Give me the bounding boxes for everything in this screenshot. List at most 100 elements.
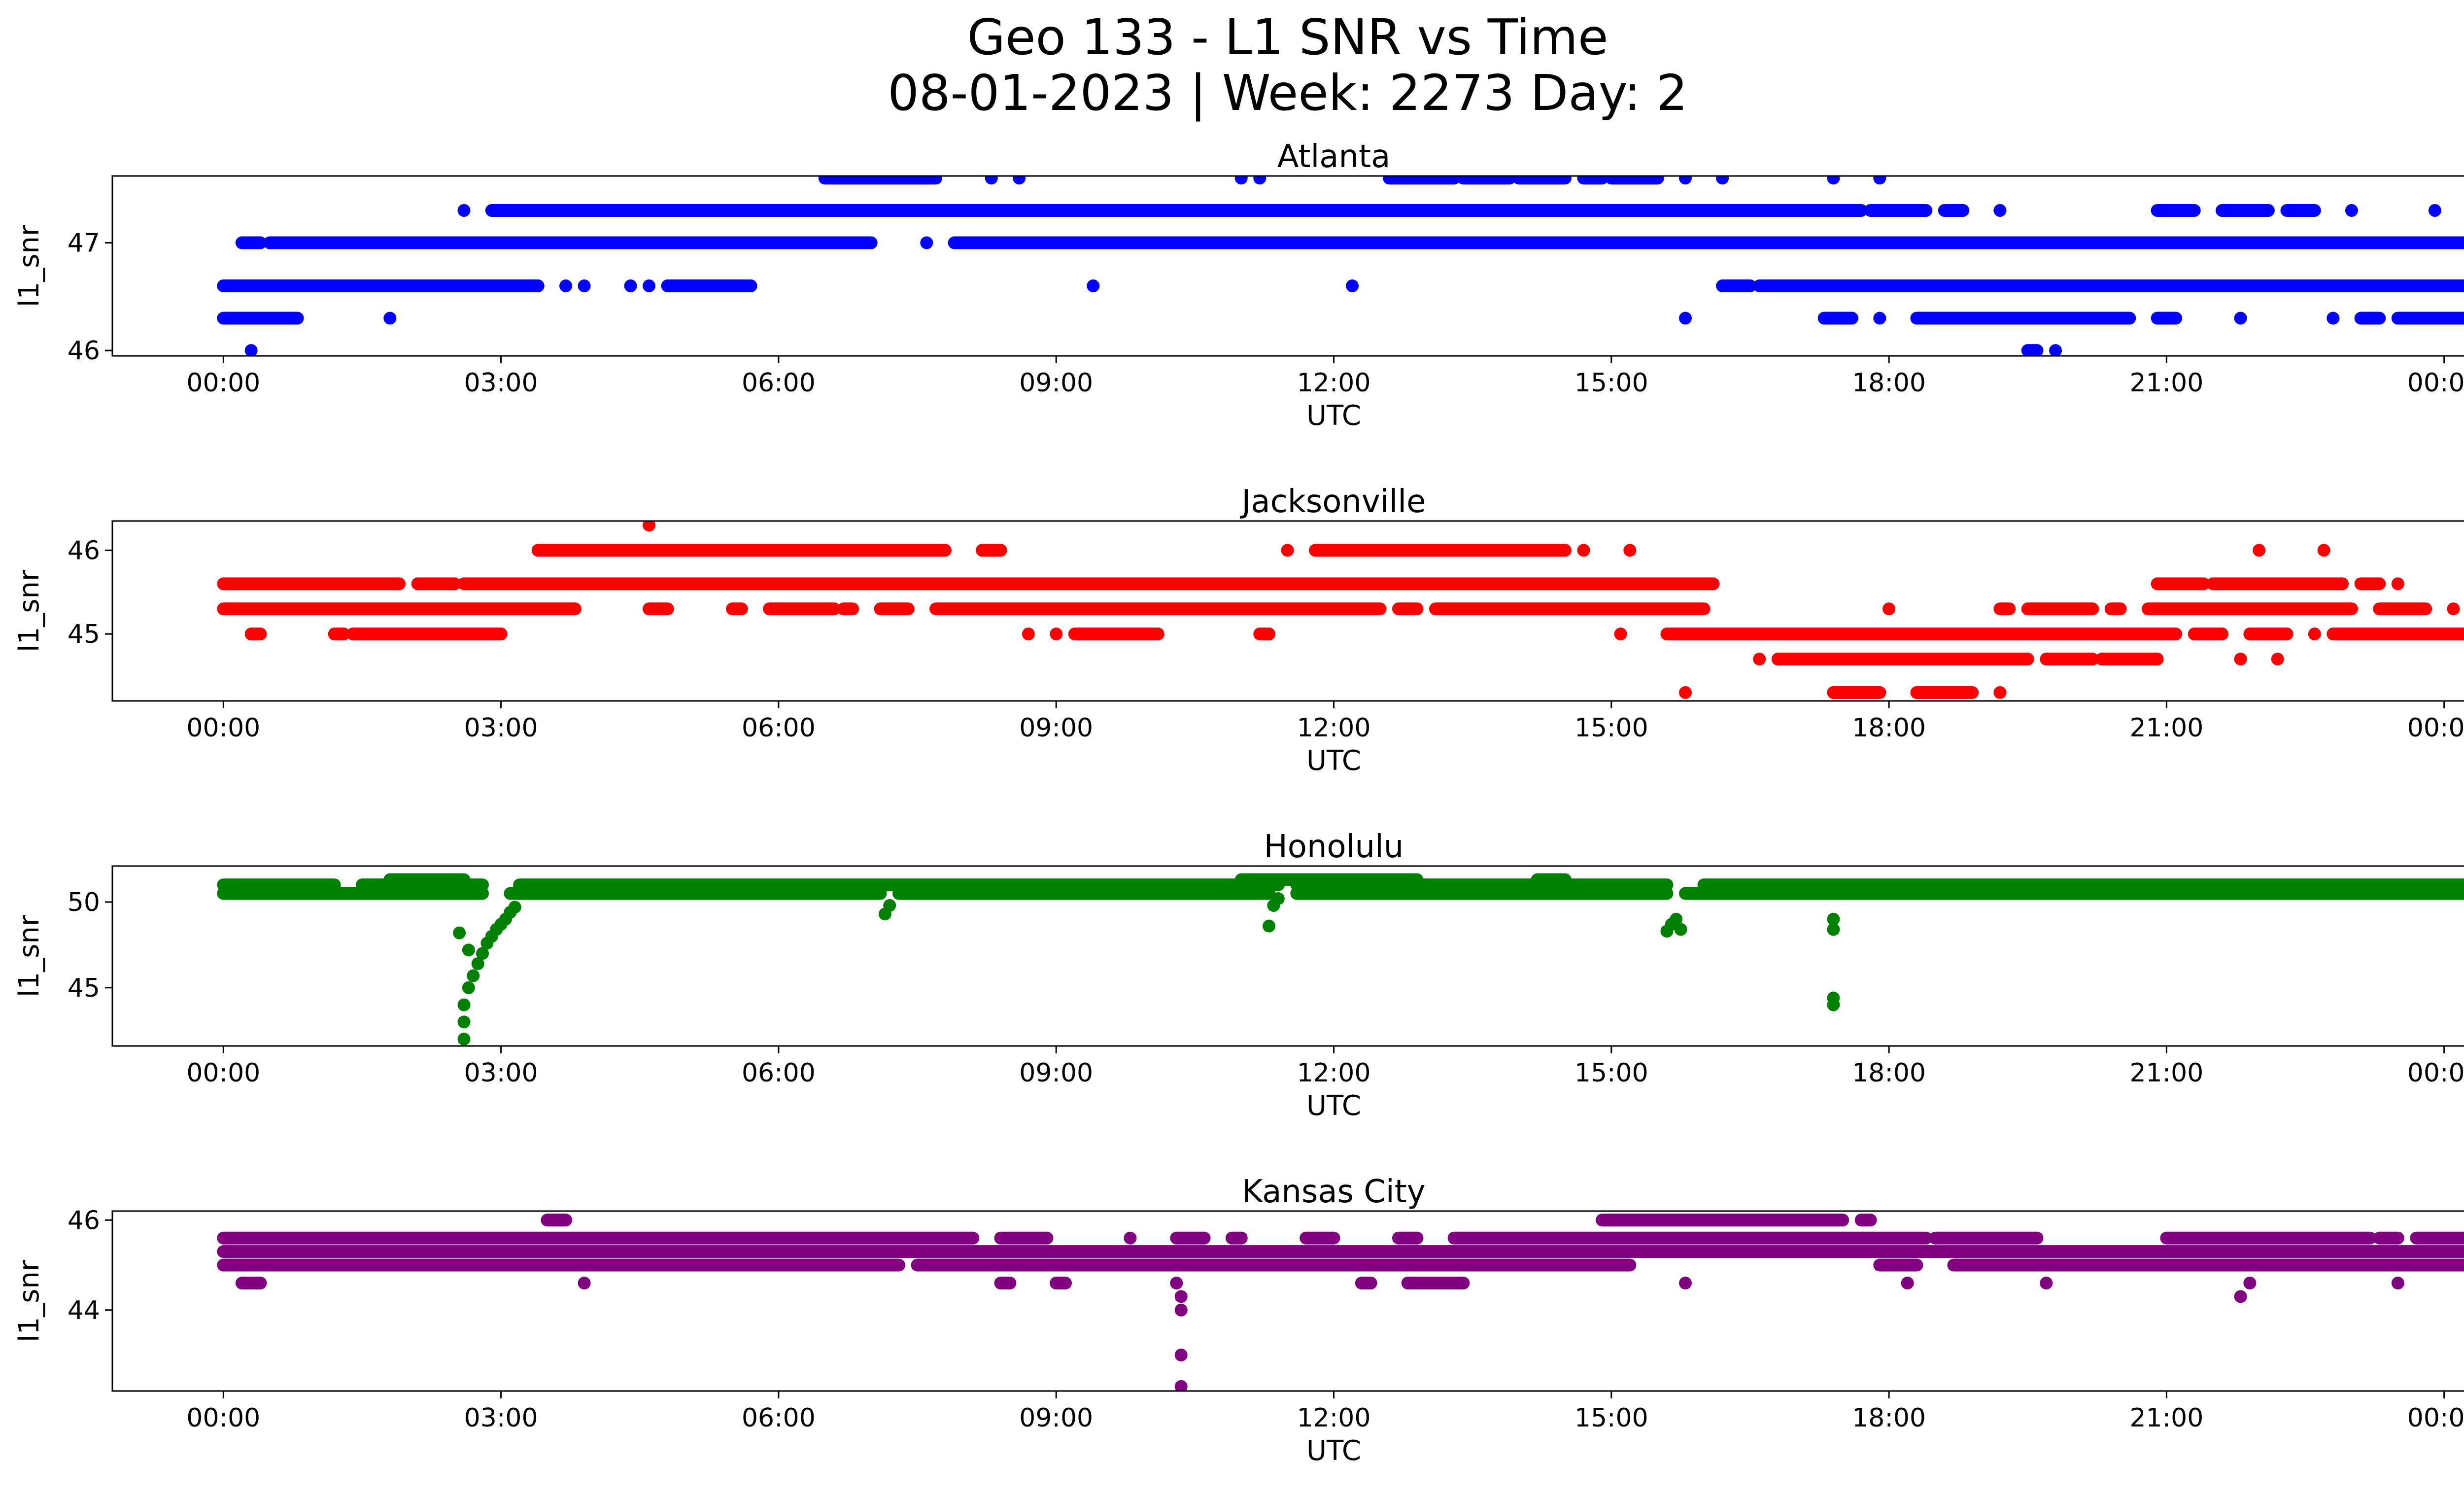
data-point xyxy=(2049,344,2062,356)
data-point xyxy=(457,1015,471,1029)
data-point xyxy=(1873,312,1886,325)
scatter-points xyxy=(217,176,2464,356)
data-point-run xyxy=(263,236,878,249)
data-point xyxy=(1271,892,1285,905)
data-point-run xyxy=(2151,312,2183,325)
data-point xyxy=(578,279,591,292)
data-point xyxy=(1679,686,1692,699)
data-point xyxy=(1013,176,1026,185)
x-tick-label: 06:00 xyxy=(742,1058,816,1088)
x-tick-label: 09:00 xyxy=(1019,713,1093,743)
y-tick-label: 45 xyxy=(68,620,100,649)
x-axis-label: UTC xyxy=(1306,1435,1361,1467)
data-point-run xyxy=(1679,887,2464,900)
x-tick-label: 00:00 xyxy=(2407,1403,2464,1433)
subplot-title: Jacksonville xyxy=(1240,484,1426,520)
data-point xyxy=(883,899,896,912)
data-point xyxy=(1993,686,2007,699)
data-point xyxy=(1124,1231,1137,1245)
data-point-run xyxy=(217,602,582,616)
x-tick-label: 00:00 xyxy=(186,1403,260,1433)
data-point-run xyxy=(1596,1214,1849,1227)
x-axis-label: UTC xyxy=(1306,400,1361,432)
data-point-run xyxy=(1457,176,1516,185)
data-point-run xyxy=(911,1258,1637,1272)
y-tick-label: 46 xyxy=(68,536,100,565)
subplot-title: Atlanta xyxy=(1277,139,1391,175)
data-point-run xyxy=(1401,1277,1470,1289)
data-point-run xyxy=(2327,627,2464,641)
data-point-run xyxy=(411,577,461,591)
data-point xyxy=(1670,912,1683,926)
data-point xyxy=(1174,1349,1188,1361)
data-point xyxy=(2234,1290,2247,1303)
data-point-run xyxy=(763,602,841,616)
subplots: Atlanta 00:00 03:00 06:00 09:00 12:00 15:00 18:… xyxy=(13,139,2464,1467)
data-point-run xyxy=(1234,873,1424,886)
data-point-run xyxy=(1864,204,1933,217)
x-tick-label: 00:00 xyxy=(186,368,260,398)
x-tick-label: 03:00 xyxy=(464,1403,538,1433)
data-point-run xyxy=(726,602,748,616)
x-tick-label: 06:00 xyxy=(742,368,816,398)
x-tick-label: 09:00 xyxy=(1019,1058,1093,1088)
data-point-run xyxy=(2373,602,2432,616)
data-point-run xyxy=(2160,1231,2377,1245)
data-point xyxy=(467,969,480,982)
data-point xyxy=(453,926,466,939)
data-point xyxy=(1087,279,1100,292)
data-point xyxy=(1827,912,1840,926)
data-point xyxy=(1753,653,1766,666)
data-point-run xyxy=(1170,1231,1211,1245)
x-tick-label: 00:00 xyxy=(2407,368,2464,398)
x-tick-label: 12:00 xyxy=(1297,1403,1371,1433)
data-point xyxy=(920,236,933,249)
data-point xyxy=(643,279,656,292)
data-point-run xyxy=(217,577,406,591)
data-point-run xyxy=(994,1277,1017,1289)
data-point-run xyxy=(217,1258,906,1272)
data-point xyxy=(1827,176,1840,185)
data-point-run xyxy=(1577,176,1609,185)
scatter-points xyxy=(217,521,2464,699)
data-point-run xyxy=(1716,279,1757,292)
data-point xyxy=(1346,279,1359,292)
x-tick-label: 09:00 xyxy=(1019,1403,1093,1433)
data-point-run xyxy=(1873,1258,1923,1272)
data-point-run xyxy=(1993,602,2016,616)
x-axis-label: UTC xyxy=(1306,745,1361,777)
data-point-run xyxy=(504,887,887,900)
data-point-run xyxy=(2373,1231,2404,1245)
data-point-run xyxy=(1447,1231,1933,1245)
data-point-run xyxy=(1753,279,2464,292)
y-axis-label: l1_snr xyxy=(13,1259,45,1342)
data-point xyxy=(1614,627,1627,641)
x-tick-label: 03:00 xyxy=(464,368,538,398)
subplot-honolulu: Honolulu 00:00 03:00 06:00 09:00 12:00 15:00 18… xyxy=(13,829,2464,1122)
data-point xyxy=(985,176,998,185)
data-point-run xyxy=(975,544,1007,557)
data-point xyxy=(1170,1277,1183,1289)
data-point xyxy=(2428,204,2441,217)
data-point xyxy=(2271,653,2284,666)
subplot-atlanta: Atlanta 00:00 03:00 06:00 09:00 12:00 15:00 18:… xyxy=(13,139,2464,432)
data-point-run xyxy=(2151,577,2210,591)
data-point-run xyxy=(2021,602,2099,616)
subplot-title: Honolulu xyxy=(1264,829,1404,865)
figure-title-line1: Geo 133 - L1 SNR vs Time xyxy=(967,8,1608,66)
x-tick-label: 21:00 xyxy=(2129,368,2203,398)
data-point-run xyxy=(892,887,1276,900)
data-point-run xyxy=(1827,686,1886,699)
data-point-run xyxy=(948,236,2464,249)
data-point xyxy=(2345,204,2358,217)
data-point-run xyxy=(1050,1277,1072,1289)
data-point xyxy=(624,279,637,292)
y-axis-label: l1_snr xyxy=(13,224,45,307)
data-point-run xyxy=(994,1231,1054,1245)
data-point xyxy=(1901,1277,1914,1289)
data-point xyxy=(2391,577,2404,591)
data-point-run xyxy=(457,577,1720,591)
data-point-run xyxy=(235,236,267,249)
data-point-run xyxy=(2216,204,2275,217)
x-tick-label: 15:00 xyxy=(1574,1403,1648,1433)
